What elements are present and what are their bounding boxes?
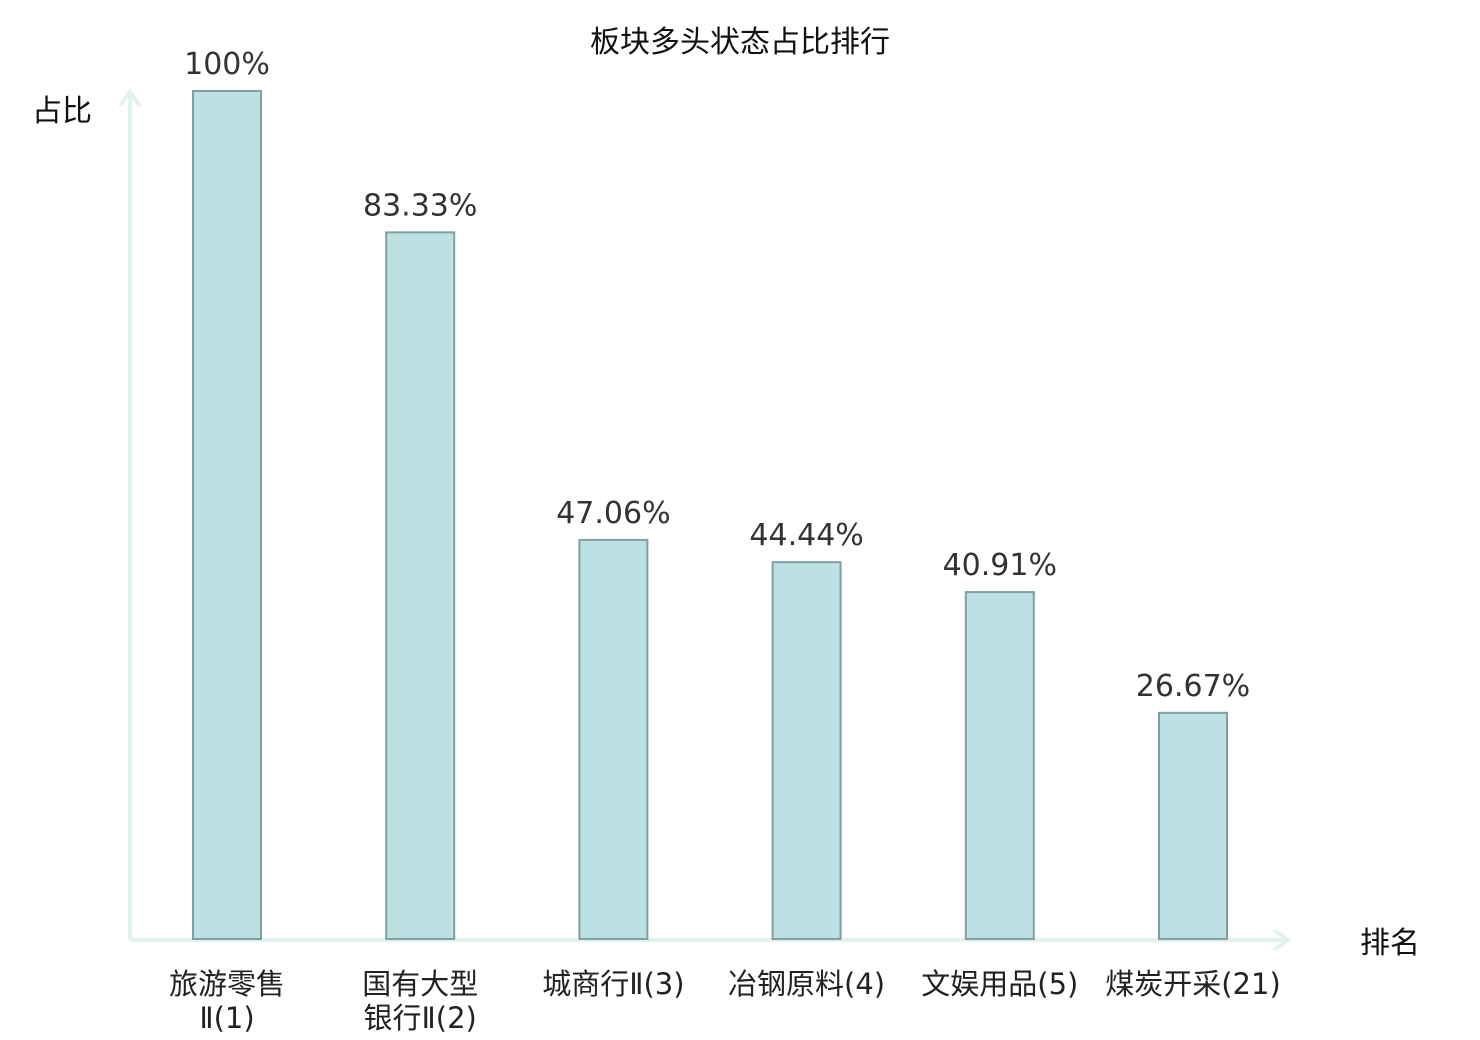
bar	[771, 561, 842, 940]
x-axis-label: 排名	[1360, 926, 1420, 961]
bar	[192, 90, 262, 940]
data-label: 40.91%	[943, 548, 1057, 583]
x-tick-label: 银行Ⅱ(2)	[364, 1001, 477, 1035]
x-axis	[130, 928, 1292, 952]
data-label: 47.06%	[556, 496, 670, 531]
x-tick-label: 文娱用品(5)	[921, 967, 1078, 1001]
x-tick-label: 冶钢原料(4)	[728, 967, 885, 1001]
bar	[578, 538, 649, 940]
x-tick-label: 煤炭开采(21)	[1105, 967, 1281, 1001]
chart-title: 板块多头状态占比排行	[590, 25, 890, 60]
bar	[964, 591, 1035, 940]
x-tick-label: 城商行Ⅱ(3)	[542, 967, 684, 1001]
x-tick-label: 旅游零售	[169, 967, 285, 1001]
x-tick-label: Ⅱ(1)	[199, 1001, 254, 1035]
x-tick-label: 国有大型	[362, 967, 478, 1001]
bars-group	[192, 90, 1228, 941]
data-label: 100%	[184, 47, 270, 82]
bar	[385, 231, 456, 941]
y-axis	[118, 88, 142, 940]
data-labels-group: 100% 83.33% 47.06% 44.44% 40.91% 26.67%	[184, 47, 1250, 704]
data-label: 44.44%	[749, 518, 863, 553]
data-label: 26.67%	[1136, 669, 1250, 704]
data-label: 83.33%	[363, 188, 477, 223]
bar	[1158, 711, 1228, 940]
y-axis-label: 占比	[32, 94, 92, 129]
